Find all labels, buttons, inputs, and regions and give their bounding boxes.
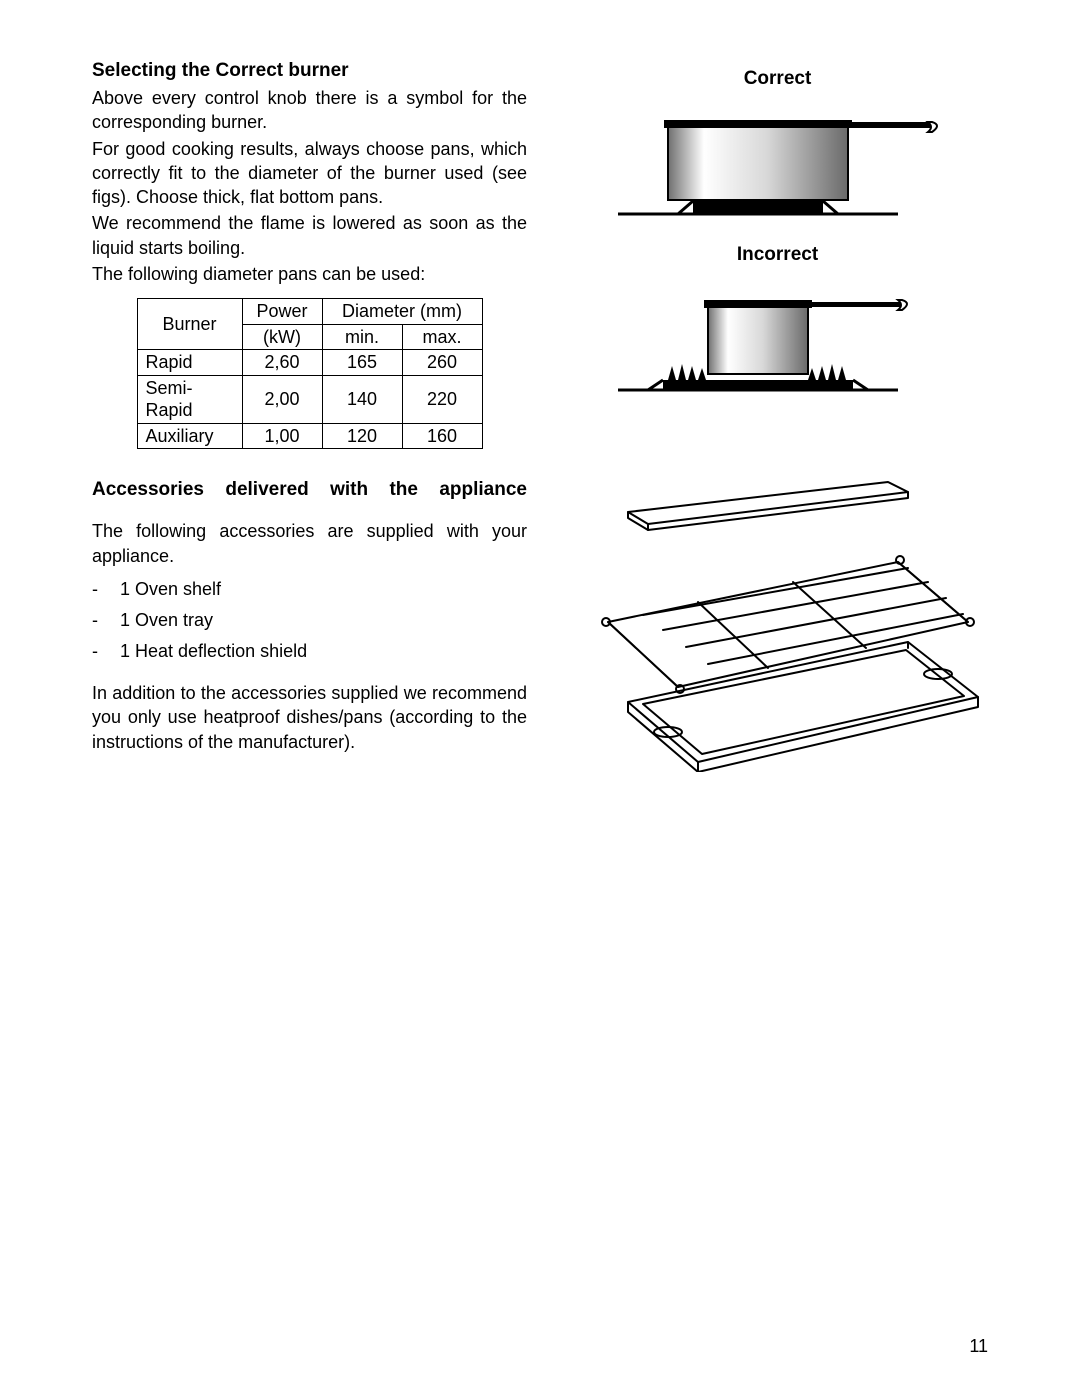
caption-incorrect: Incorrect — [737, 244, 818, 266]
para-diameter-intro: The following diameter pans can be used: — [92, 262, 527, 286]
table-header-row-1: Burner Power Diameter (mm) — [137, 299, 482, 325]
cell-power: 2,60 — [242, 350, 322, 376]
left-column: Selecting the Correct burner Above every… — [92, 60, 527, 772]
cell-burner: Semi-Rapid — [137, 375, 242, 423]
col-burner: Burner — [137, 299, 242, 350]
burner-table: Burner Power Diameter (mm) (kW) min. max… — [137, 298, 483, 449]
col-diameter: Diameter (mm) — [322, 299, 482, 325]
para-knob-symbol: Above every control knob there is a symb… — [92, 86, 527, 135]
list-item-label: 1 Oven shelf — [120, 579, 221, 600]
para-accessories-intro: The following accessories are supplied w… — [92, 519, 527, 568]
list-item-label: 1 Oven tray — [120, 610, 213, 631]
list-item-label: 1 Heat deflection shield — [120, 641, 307, 662]
table-row: Auxiliary 1,00 120 160 — [137, 423, 482, 449]
cell-min: 165 — [322, 350, 402, 376]
col-max: max. — [402, 324, 482, 350]
cell-burner: Auxiliary — [137, 423, 242, 449]
cell-min: 120 — [322, 423, 402, 449]
para-lower-flame: We recommend the flame is lowered as soo… — [92, 211, 527, 260]
bullet-dash: - — [92, 610, 102, 631]
list-item: -1 Heat deflection shield — [92, 636, 527, 667]
list-item: -1 Oven shelf — [92, 574, 527, 605]
cell-max: 260 — [402, 350, 482, 376]
col-power-unit: (kW) — [242, 324, 322, 350]
cell-max: 220 — [402, 375, 482, 423]
figure-incorrect-pot-icon — [608, 272, 948, 402]
bullet-dash: - — [92, 641, 102, 662]
cell-power: 1,00 — [242, 423, 322, 449]
figure-oven-accessories-icon — [568, 472, 988, 772]
cell-max: 160 — [402, 423, 482, 449]
caption-correct: Correct — [744, 68, 812, 90]
para-choose-pans: For good cooking results, always choose … — [92, 137, 527, 210]
two-column-layout: Selecting the Correct burner Above every… — [92, 60, 988, 772]
col-power: Power — [242, 299, 322, 325]
page-number: 11 — [969, 1336, 988, 1357]
heading-selecting-burner: Selecting the Correct burner — [92, 60, 527, 82]
heading-accessories: Accessories delivered with the appliance — [92, 479, 527, 501]
cell-power: 2,00 — [242, 375, 322, 423]
col-min: min. — [322, 324, 402, 350]
right-column: Correct — [567, 60, 988, 772]
manual-page: Selecting the Correct burner Above every… — [0, 0, 1080, 1397]
para-heatproof-note: In addition to the accessories supplied … — [92, 681, 527, 754]
list-item: -1 Oven tray — [92, 605, 527, 636]
cell-min: 140 — [322, 375, 402, 423]
table-row: Semi-Rapid 2,00 140 220 — [137, 375, 482, 423]
figure-correct-pot-icon — [608, 96, 948, 226]
bullet-dash: - — [92, 579, 102, 600]
cell-burner: Rapid — [137, 350, 242, 376]
table-row: Rapid 2,60 165 260 — [137, 350, 482, 376]
accessories-list: -1 Oven shelf -1 Oven tray -1 Heat defle… — [92, 574, 527, 667]
